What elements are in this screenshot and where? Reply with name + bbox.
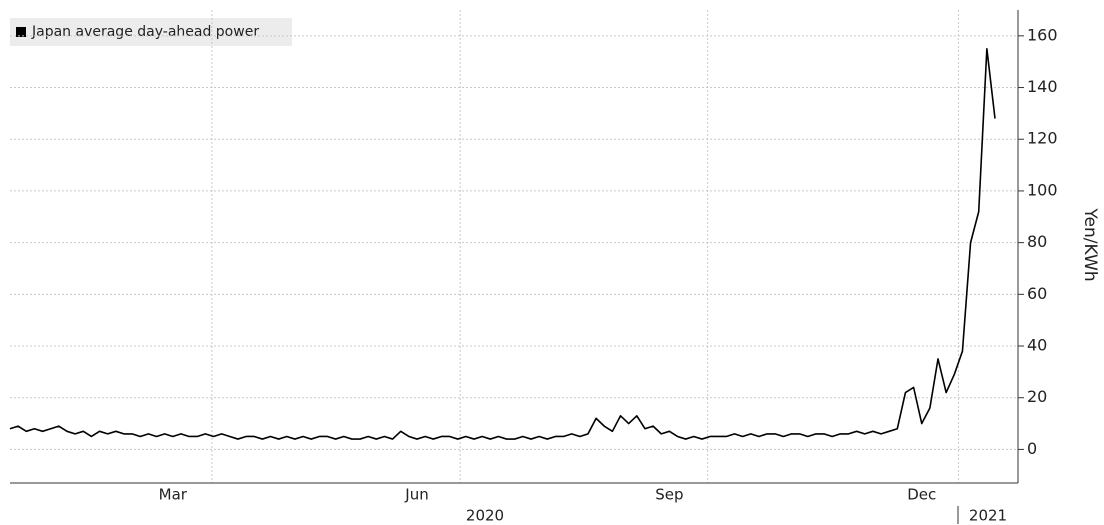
y-tick-label: 100 [1027, 180, 1058, 199]
y-tick-label: 160 [1027, 25, 1058, 44]
y-tick-label: 80 [1027, 232, 1047, 251]
year-label: 2021 [969, 507, 1007, 525]
x-tick-label: Dec [907, 486, 936, 504]
y-tick-label: 0 [1027, 439, 1037, 458]
legend-label: Japan average day-ahead power [31, 24, 259, 40]
legend-swatch [16, 27, 26, 37]
line-series [9, 47, 996, 440]
x-tick-label: Mar [159, 486, 188, 504]
x-tick-label: Sep [655, 486, 683, 504]
y-axis-label: Yen/KWh [1080, 207, 1100, 281]
x-tick-label: Jun [404, 486, 428, 504]
y-tick-label: 40 [1027, 336, 1047, 355]
y-tick-label: 20 [1027, 387, 1047, 406]
legend-box [10, 18, 292, 46]
year-label: 2020 [466, 507, 504, 525]
y-tick-label: 60 [1027, 284, 1047, 303]
y-tick-label: 120 [1027, 129, 1058, 148]
y-tick-label: 140 [1027, 77, 1058, 96]
